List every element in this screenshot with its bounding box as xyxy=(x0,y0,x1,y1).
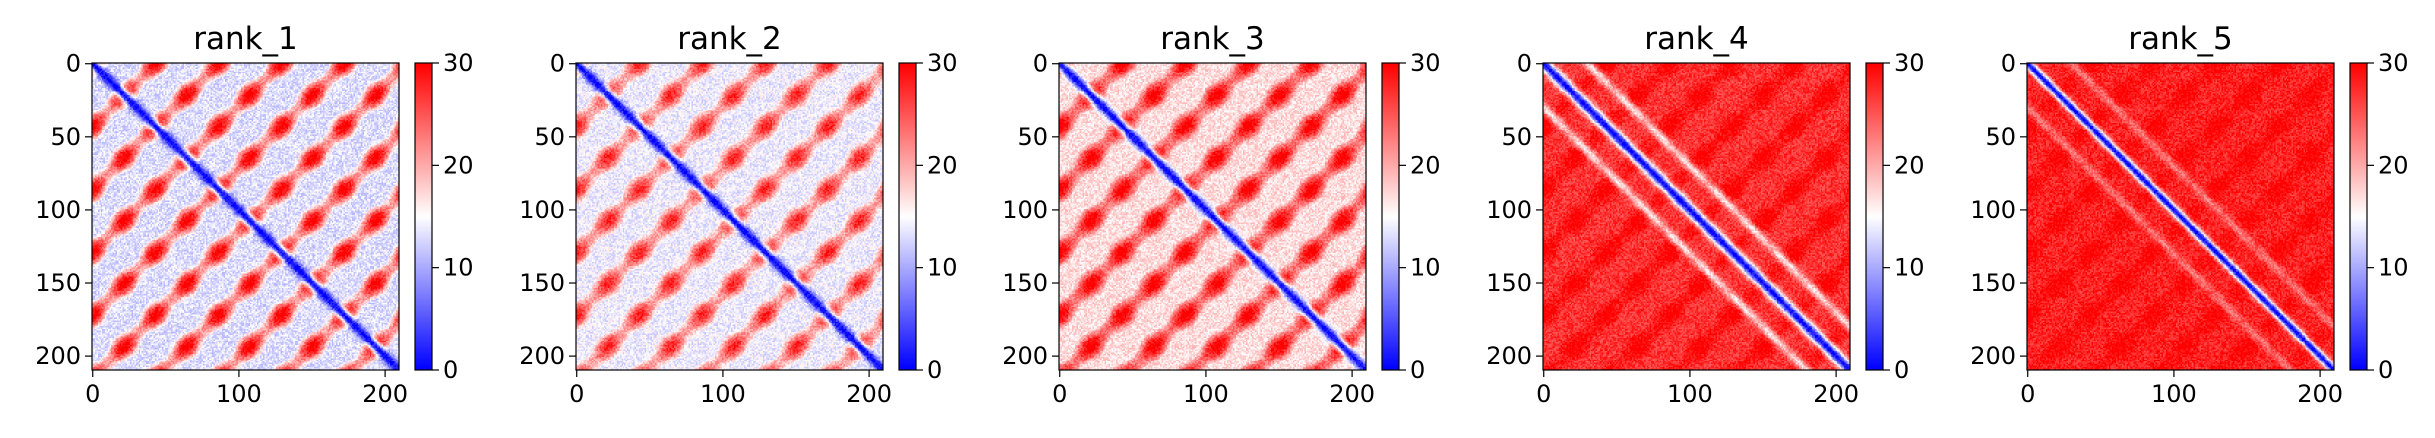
y-tick-label: 0 xyxy=(550,50,565,78)
plot-frame xyxy=(575,62,884,371)
colorbar-tick-label: 20 xyxy=(443,151,474,179)
x-tick-label: 100 xyxy=(1183,380,1229,408)
colorbar-frame xyxy=(898,62,917,371)
chart-title: rank_3 xyxy=(1160,21,1265,57)
y-tick-label: 50 xyxy=(50,123,81,151)
heatmap-image xyxy=(2027,63,2334,370)
x-tick-label: 200 xyxy=(1329,380,1375,408)
colorbar-gradient xyxy=(2350,63,2367,370)
y-tick-label: 0 xyxy=(1517,50,1532,78)
colorbar-tick-label: 30 xyxy=(1894,49,1925,77)
colorbar-tick-label: 10 xyxy=(443,254,474,282)
colorbar-gradient xyxy=(899,63,916,370)
x-tick-label: 200 xyxy=(1813,380,1859,408)
y-tick-label: 200 xyxy=(1002,342,1048,370)
y-tick-label: 100 xyxy=(519,196,565,224)
x-tick-label: 100 xyxy=(2151,380,2197,408)
plot-frame xyxy=(2026,62,2335,371)
colorbar-tick-label: 10 xyxy=(2378,254,2409,282)
x-tick-label: 100 xyxy=(216,380,262,408)
y-tick-label: 50 xyxy=(1501,123,1532,151)
x-tick-label: 100 xyxy=(1667,380,1713,408)
y-tick-label: 150 xyxy=(1970,269,2016,297)
x-tick-label: 100 xyxy=(700,380,746,408)
y-tick-label: 100 xyxy=(1486,196,1532,224)
colorbar-tick-label: 0 xyxy=(1894,356,1909,384)
colorbar-tick-label: 20 xyxy=(1894,151,1925,179)
y-tick-label: 50 xyxy=(1985,123,2016,151)
heatmap-image xyxy=(92,63,399,370)
y-tick-label: 200 xyxy=(35,342,81,370)
plot-frame xyxy=(1542,62,1851,371)
chart-title: rank_1 xyxy=(193,21,298,57)
heatmap-image xyxy=(1059,63,1366,370)
y-tick-label: 200 xyxy=(1970,342,2016,370)
chart-title: rank_5 xyxy=(2128,21,2233,57)
plot-frame xyxy=(91,62,400,371)
colorbar-tick-label: 30 xyxy=(1410,49,1441,77)
x-tick-label: 0 xyxy=(85,380,100,408)
y-tick-label: 200 xyxy=(519,342,565,370)
plot-frame xyxy=(1058,62,1367,371)
colorbar-frame xyxy=(2349,62,2368,371)
colorbar-tick-label: 0 xyxy=(443,356,458,384)
y-tick-label: 150 xyxy=(1002,269,1048,297)
x-tick-label: 200 xyxy=(362,380,408,408)
colorbar-tick-label: 0 xyxy=(927,356,942,384)
x-tick-label: 0 xyxy=(2020,380,2035,408)
y-tick-label: 50 xyxy=(1017,123,1048,151)
colorbar-tick-label: 30 xyxy=(927,49,958,77)
y-tick-label: 200 xyxy=(1486,342,1532,370)
colorbar-frame xyxy=(1865,62,1884,371)
x-tick-label: 200 xyxy=(846,380,892,408)
y-tick-label: 150 xyxy=(1486,269,1532,297)
y-tick-label: 150 xyxy=(519,269,565,297)
colorbar-tick-label: 10 xyxy=(927,254,958,282)
heatmap-image xyxy=(576,63,883,370)
chart-title: rank_2 xyxy=(677,21,782,57)
x-tick-label: 200 xyxy=(2297,380,2343,408)
colorbar-tick-label: 30 xyxy=(443,49,474,77)
colorbar-tick-label: 0 xyxy=(2378,356,2393,384)
colorbar-tick-label: 10 xyxy=(1894,254,1925,282)
y-tick-label: 100 xyxy=(1970,196,2016,224)
colorbar-gradient xyxy=(1382,63,1399,370)
y-tick-label: 50 xyxy=(534,123,565,151)
y-tick-label: 150 xyxy=(35,269,81,297)
y-tick-label: 0 xyxy=(1033,50,1048,78)
colorbar-tick-label: 30 xyxy=(2378,49,2409,77)
colorbar-frame xyxy=(1381,62,1400,371)
x-tick-label: 0 xyxy=(1536,380,1551,408)
colorbar-tick-label: 20 xyxy=(927,151,958,179)
colorbar-tick-label: 20 xyxy=(2378,151,2409,179)
y-tick-label: 100 xyxy=(35,196,81,224)
y-tick-label: 0 xyxy=(2001,50,2016,78)
colorbar-tick-label: 10 xyxy=(1410,254,1441,282)
colorbar-gradient xyxy=(1866,63,1883,370)
colorbar-tick-label: 20 xyxy=(1410,151,1441,179)
heatmap-image xyxy=(1543,63,1850,370)
x-tick-label: 0 xyxy=(1052,380,1067,408)
y-tick-label: 100 xyxy=(1002,196,1048,224)
y-tick-label: 0 xyxy=(66,50,81,78)
colorbar-tick-label: 0 xyxy=(1410,356,1425,384)
colorbar-frame xyxy=(414,62,433,371)
colorbar-gradient xyxy=(415,63,432,370)
x-tick-label: 0 xyxy=(569,380,584,408)
chart-title: rank_4 xyxy=(1644,21,1749,57)
